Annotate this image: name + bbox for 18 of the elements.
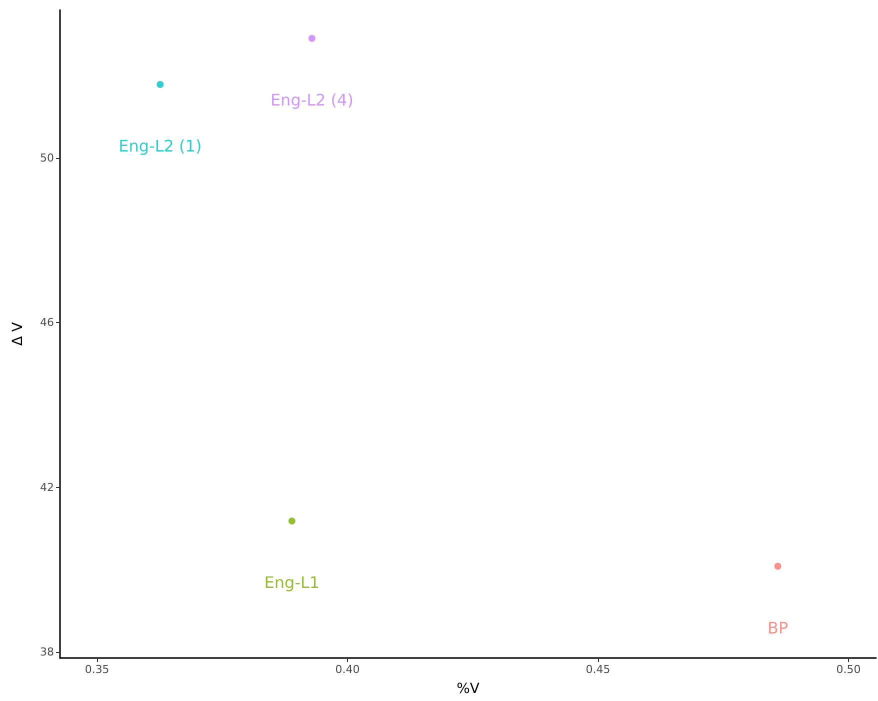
text: Eng-L2 (1) xyxy=(118,136,202,156)
x-tick-label: 0.45 xyxy=(586,663,610,676)
x-axis-title: %V xyxy=(456,681,480,697)
point xyxy=(774,562,782,570)
y-tick-label: 42 xyxy=(40,480,54,494)
text: BP xyxy=(768,618,788,638)
y-tick-label: 50 xyxy=(40,152,54,165)
y-tick-label: 46 xyxy=(40,316,54,330)
point xyxy=(308,34,316,42)
point xyxy=(156,80,164,88)
text: Eng-L1 xyxy=(264,572,320,592)
y-axis-title: Δ V xyxy=(10,322,26,346)
y-tick-label: 38 xyxy=(40,645,54,658)
point xyxy=(288,517,296,524)
x-tick-label: 0.35 xyxy=(84,663,110,676)
x-tick-label: 0.50 xyxy=(836,663,861,676)
text: Eng-L2 (4) xyxy=(270,90,354,110)
x-tick-label: 0.40 xyxy=(335,663,360,676)
